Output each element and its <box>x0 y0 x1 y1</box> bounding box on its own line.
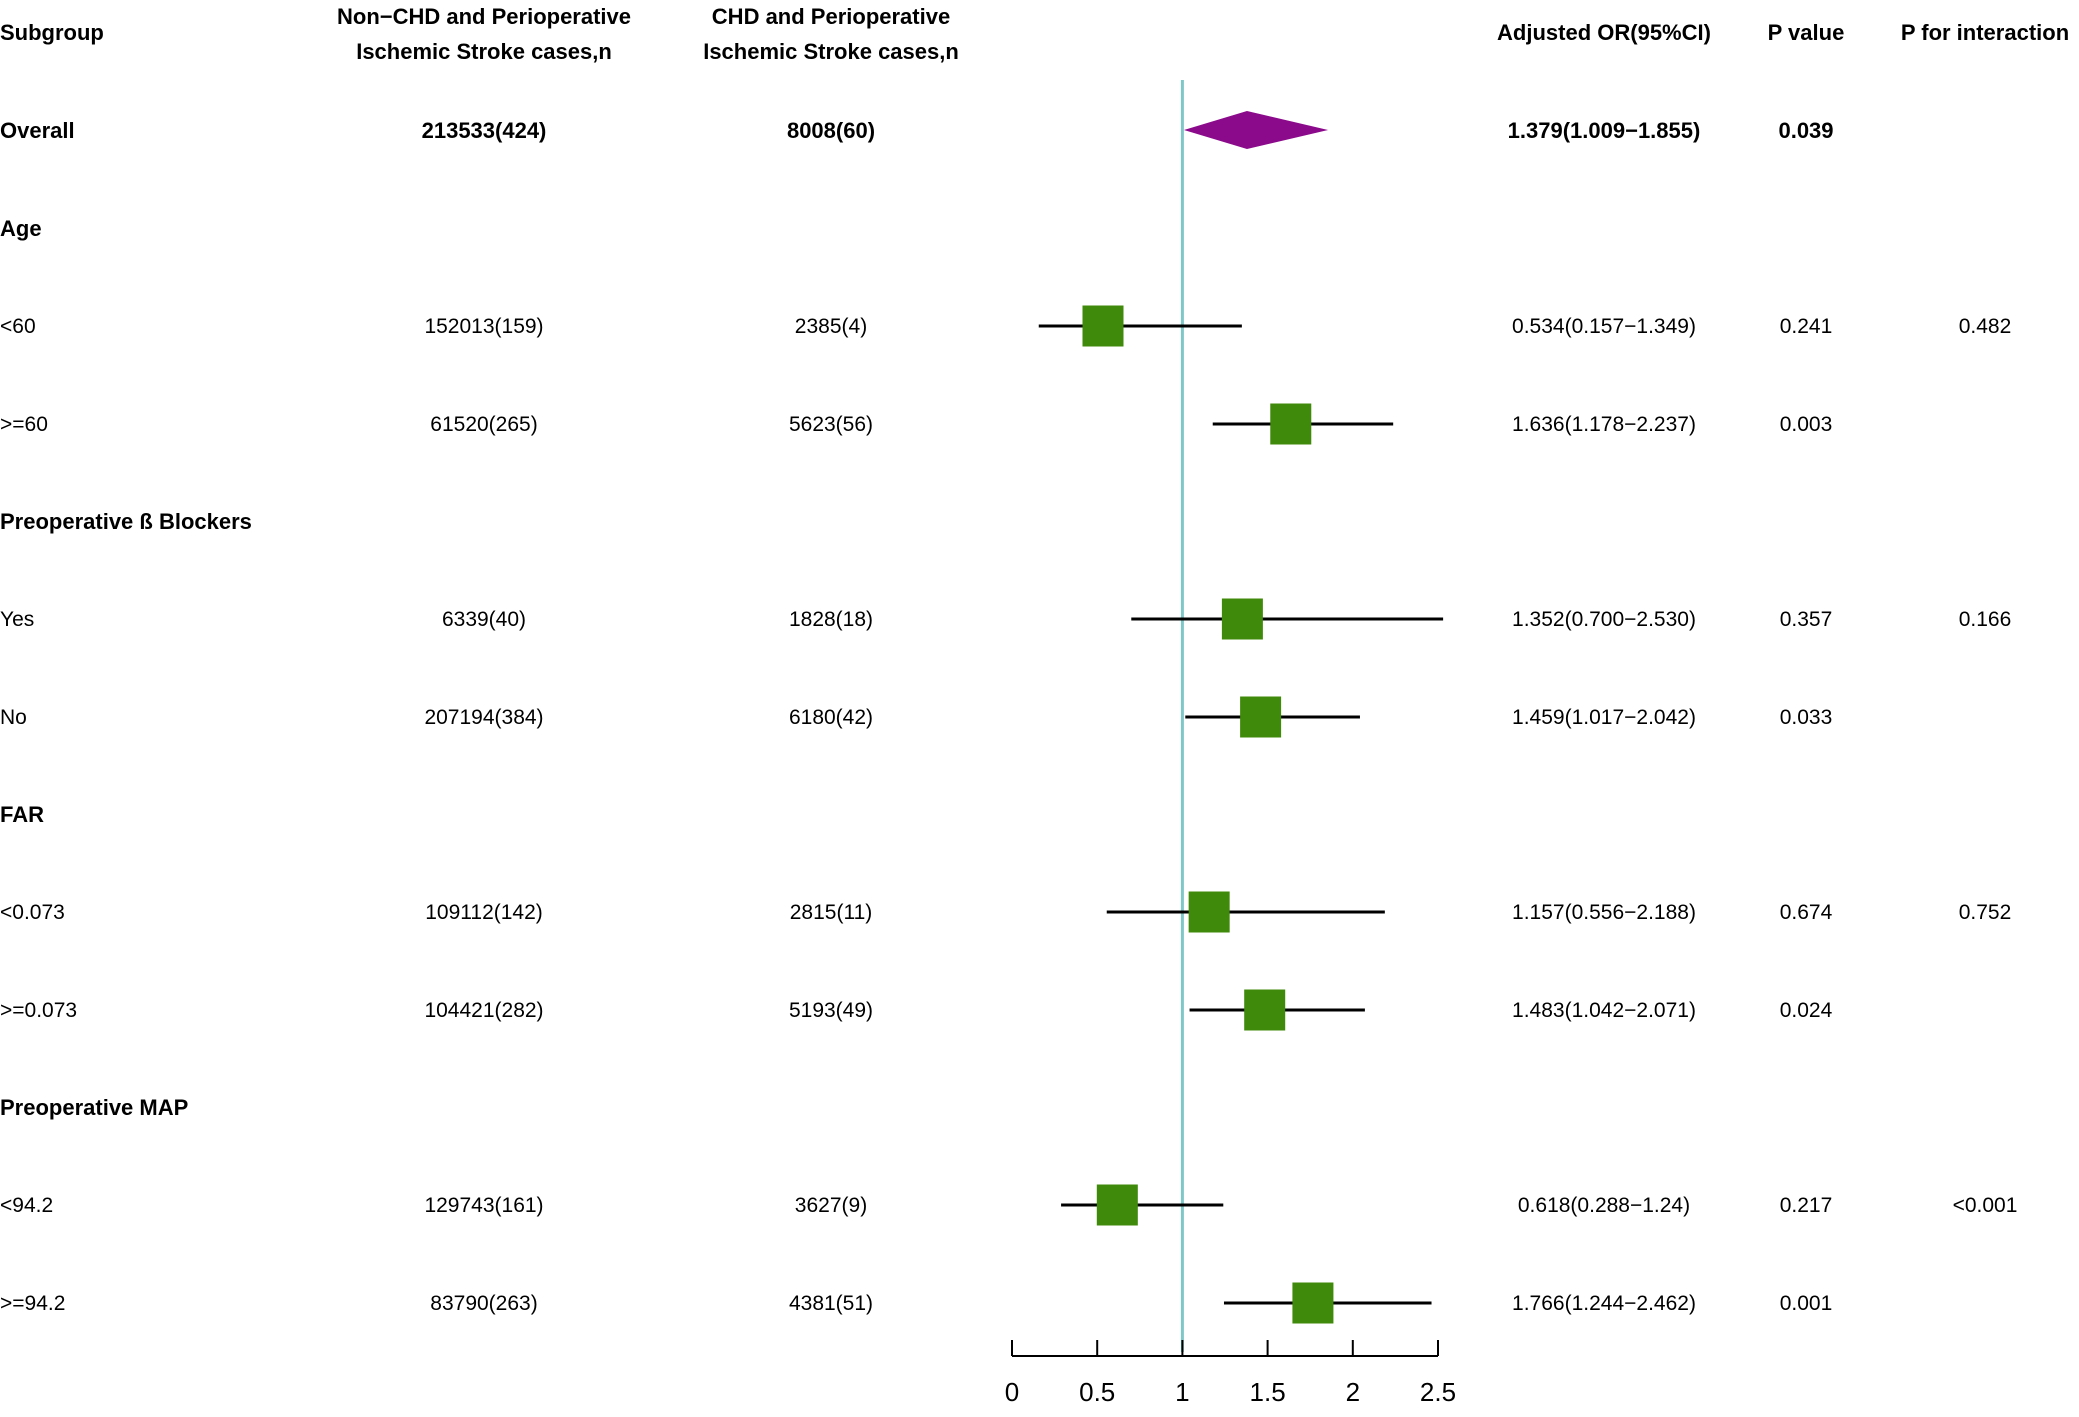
or-header: Adjusted OR(95%CI) <box>1497 20 1711 45</box>
row-label-age-ge60: >=60 <box>0 413 48 436</box>
non-chd-header-line2: Ischemic Stroke cases,n <box>356 39 612 64</box>
age-ge60-non-chd: 61520(265) <box>430 413 538 436</box>
bb-yes-p-value: 0.357 <box>1779 608 1833 631</box>
row-label-overall: Overall <box>0 118 75 143</box>
overall-p-value: 0.039 <box>1778 118 1834 143</box>
bb-no-chd: 6180(42) <box>788 706 874 729</box>
far-ge-p-value: 0.024 <box>1779 999 1833 1022</box>
non-chd-header-line1: Non−CHD and Perioperative <box>336 4 632 29</box>
x-tick-label-5: 2.5 <box>1420 1377 1456 1407</box>
map-ge-p-value: 0.001 <box>1779 1292 1833 1315</box>
overall-chd: 8008(60) <box>786 118 876 143</box>
estimate-square-3 <box>1221 598 1263 640</box>
map-ge-non-chd: 83790(263) <box>430 1292 538 1315</box>
age-p-interaction: 0.482 <box>1958 315 2012 338</box>
x-tick-label-3: 1.5 <box>1250 1377 1286 1407</box>
x-tick-label-0: 0 <box>1005 1377 1019 1407</box>
map-ge-or-text: 1.766(1.244−2.462) <box>1512 1292 1696 1315</box>
map-lt-p-value: 0.217 <box>1779 1194 1833 1217</box>
x-tick-label-2: 1 <box>1175 1377 1189 1407</box>
bb-yes-chd: 1828(18) <box>788 608 874 631</box>
estimate-square-1 <box>1082 305 1124 347</box>
overall-non-chd: 213533(424) <box>421 118 547 143</box>
far-lt-chd: 2815(11) <box>789 901 873 924</box>
age-ge60-chd: 5623(56) <box>788 413 874 436</box>
estimate-square-5 <box>1188 891 1230 933</box>
age-ge60-or-text: 1.636(1.178−2.237) <box>1512 413 1696 436</box>
estimate-square-4 <box>1240 696 1282 738</box>
p-interaction-header: P for interaction <box>1900 20 2070 45</box>
bb-yes-or-text: 1.352(0.700−2.530) <box>1512 608 1696 631</box>
map-p-interaction: <0.001 <box>1952 1194 2018 1217</box>
map-ge-chd: 4381(51) <box>788 1292 874 1315</box>
section-header-far: FAR <box>0 802 44 827</box>
map-lt-chd: 3627(9) <box>794 1194 868 1217</box>
map-lt-non-chd: 129743(161) <box>424 1194 544 1217</box>
row-label-bb-yes: Yes <box>0 608 35 631</box>
estimate-square-8 <box>1292 1282 1334 1324</box>
age-ge60-p-value: 0.003 <box>1779 413 1833 436</box>
age-lt60-non-chd: 152013(159) <box>424 315 544 338</box>
far-p-interaction: 0.752 <box>1958 901 2012 924</box>
age-lt60-chd: 2385(4) <box>794 315 868 338</box>
bb-no-p-value: 0.033 <box>1779 706 1833 729</box>
subgroup-header: Subgroup <box>0 20 104 45</box>
far-lt-non-chd: 109112(142) <box>425 901 543 924</box>
overall-diamond <box>1183 111 1329 149</box>
row-label-age-lt60: <60 <box>0 315 36 338</box>
section-header-map: Preoperative MAP <box>0 1095 189 1120</box>
far-ge-non-chd: 104421(282) <box>424 999 544 1022</box>
far-lt-or-text: 1.157(0.556−2.188) <box>1512 901 1696 924</box>
estimate-square-2 <box>1270 403 1312 445</box>
bb-no-or-text: 1.459(1.017−2.042) <box>1512 706 1696 729</box>
chd-header-line1: CHD and Perioperative <box>711 4 951 29</box>
p-value-header: P value <box>1767 20 1845 45</box>
row-label-bb-no: No <box>0 706 27 729</box>
far-ge-or-text: 1.483(1.042−2.071) <box>1512 999 1696 1022</box>
section-header-beta-blockers: Preoperative ß Blockers <box>0 509 252 534</box>
far-lt-p-value: 0.674 <box>1779 901 1833 924</box>
far-ge-chd: 5193(49) <box>788 999 874 1022</box>
bb-yes-non-chd: 6339(40) <box>441 608 527 631</box>
row-label-map-lt: <94.2 <box>0 1194 54 1217</box>
age-lt60-or-text: 0.534(0.157−1.349) <box>1512 315 1696 338</box>
age-lt60-p-value: 0.241 <box>1779 315 1833 338</box>
estimate-square-6 <box>1244 989 1286 1031</box>
chd-header-line2: Ischemic Stroke cases,n <box>703 39 959 64</box>
row-label-map-ge: >=94.2 <box>0 1292 66 1315</box>
row-label-far-ge: >=0.073 <box>0 999 78 1022</box>
bb-p-interaction: 0.166 <box>1958 608 2012 631</box>
bb-no-non-chd: 207194(384) <box>424 706 544 729</box>
section-header-age: Age <box>0 216 42 241</box>
x-tick-label-4: 2 <box>1346 1377 1360 1407</box>
row-label-far-lt: <0.073 <box>0 901 65 924</box>
estimate-square-7 <box>1096 1184 1138 1226</box>
x-tick-label-1: 0.5 <box>1079 1377 1115 1407</box>
overall-or-text: 1.379(1.009−1.855) <box>1507 118 1701 143</box>
map-lt-or-text: 0.618(0.288−1.24) <box>1517 1194 1691 1217</box>
